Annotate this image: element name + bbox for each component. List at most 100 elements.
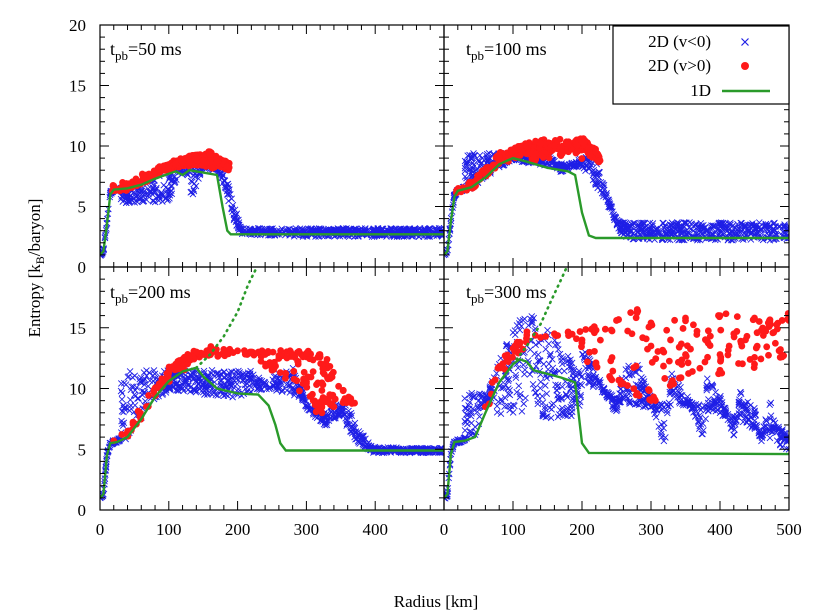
neg-point bbox=[526, 346, 534, 353]
neg-point bbox=[778, 433, 785, 440]
neg-point bbox=[606, 203, 613, 210]
neg-point bbox=[497, 395, 505, 403]
neg-point bbox=[683, 219, 690, 227]
neg-point bbox=[773, 425, 780, 432]
neg-point bbox=[530, 314, 538, 322]
neg-point bbox=[228, 374, 236, 382]
pos-point bbox=[576, 328, 584, 335]
neg-point bbox=[568, 359, 576, 367]
pos-point bbox=[632, 362, 640, 370]
pos-point bbox=[564, 329, 572, 337]
pos-point bbox=[730, 330, 738, 338]
neg-point bbox=[267, 227, 275, 235]
neg-point bbox=[509, 409, 517, 416]
neg-point bbox=[578, 160, 586, 168]
neg-point bbox=[559, 383, 566, 391]
neg-point bbox=[712, 388, 719, 396]
pos-point bbox=[583, 358, 591, 366]
pos-point bbox=[679, 325, 687, 332]
neg-point bbox=[778, 435, 785, 443]
neg-point bbox=[600, 384, 608, 392]
neg-point bbox=[468, 419, 475, 427]
neg-point bbox=[465, 405, 473, 413]
neg-point bbox=[321, 226, 329, 234]
neg-point bbox=[552, 341, 559, 349]
pos-point bbox=[778, 317, 786, 324]
panel-1-marks bbox=[100, 148, 444, 259]
neg-point bbox=[521, 366, 529, 374]
pos-point bbox=[226, 345, 234, 353]
neg-point bbox=[217, 169, 224, 176]
pos-point bbox=[578, 137, 586, 145]
neg-point bbox=[134, 192, 141, 200]
pos-point bbox=[314, 379, 322, 387]
neg-point bbox=[573, 373, 580, 380]
pos-point bbox=[704, 353, 711, 361]
neg-point bbox=[668, 370, 676, 378]
neg-point bbox=[736, 226, 743, 233]
neg-point bbox=[355, 227, 363, 235]
neg-point bbox=[171, 179, 178, 187]
neg-point bbox=[347, 428, 354, 435]
neg-point bbox=[435, 226, 443, 234]
neg-point bbox=[330, 226, 338, 234]
neg-point bbox=[571, 163, 578, 170]
neg-point bbox=[134, 198, 141, 206]
neg-point bbox=[544, 326, 551, 334]
neg-point bbox=[137, 379, 144, 386]
pos-point bbox=[323, 355, 331, 363]
neg-point bbox=[190, 187, 198, 195]
neg-point bbox=[167, 183, 175, 191]
neg-point bbox=[215, 372, 222, 379]
neg-point bbox=[199, 388, 207, 396]
neg-point bbox=[785, 445, 789, 453]
neg-point bbox=[562, 390, 570, 398]
neg-point bbox=[607, 203, 614, 210]
neg-point bbox=[195, 175, 202, 182]
neg-point bbox=[532, 389, 539, 396]
neg-point bbox=[261, 227, 269, 234]
neg-point bbox=[691, 404, 699, 412]
pos-point bbox=[724, 346, 732, 354]
pos-point bbox=[582, 326, 590, 333]
neg-point bbox=[682, 399, 689, 407]
neg-point bbox=[141, 397, 149, 405]
pos-point bbox=[327, 372, 334, 380]
neg-point bbox=[738, 219, 745, 227]
neg-point bbox=[235, 376, 242, 384]
neg-point bbox=[343, 420, 351, 428]
neg-point bbox=[716, 409, 724, 417]
neg-point bbox=[129, 374, 136, 381]
neg-point bbox=[226, 190, 234, 198]
neg-point bbox=[476, 158, 483, 165]
neg-point bbox=[568, 401, 576, 409]
neg-point bbox=[613, 397, 620, 404]
neg-point bbox=[507, 402, 515, 410]
pos-point bbox=[289, 351, 297, 358]
neg-point bbox=[466, 151, 473, 159]
neg-point bbox=[140, 197, 148, 205]
neg-point bbox=[422, 226, 430, 234]
pos-point bbox=[330, 403, 338, 411]
neg-point bbox=[520, 400, 528, 408]
neg-point bbox=[207, 389, 215, 397]
pos-point bbox=[684, 359, 692, 367]
neg-point bbox=[751, 404, 758, 412]
neg-point bbox=[722, 410, 729, 417]
neg-point bbox=[349, 421, 357, 429]
neg-point bbox=[632, 227, 640, 235]
pos-point bbox=[716, 366, 724, 374]
pos-point bbox=[316, 353, 324, 361]
pos-point bbox=[351, 399, 358, 407]
neg-point bbox=[229, 393, 236, 401]
neg-point bbox=[743, 406, 750, 413]
neg-point bbox=[285, 381, 293, 389]
neg-point bbox=[741, 229, 748, 237]
pos-point bbox=[687, 345, 694, 353]
neg-point bbox=[568, 404, 576, 412]
neg-point bbox=[627, 399, 635, 407]
neg-point bbox=[571, 160, 579, 168]
neg-point bbox=[117, 387, 125, 395]
panel-4-1d-dotted-line bbox=[511, 267, 569, 366]
pos-point bbox=[601, 325, 609, 333]
